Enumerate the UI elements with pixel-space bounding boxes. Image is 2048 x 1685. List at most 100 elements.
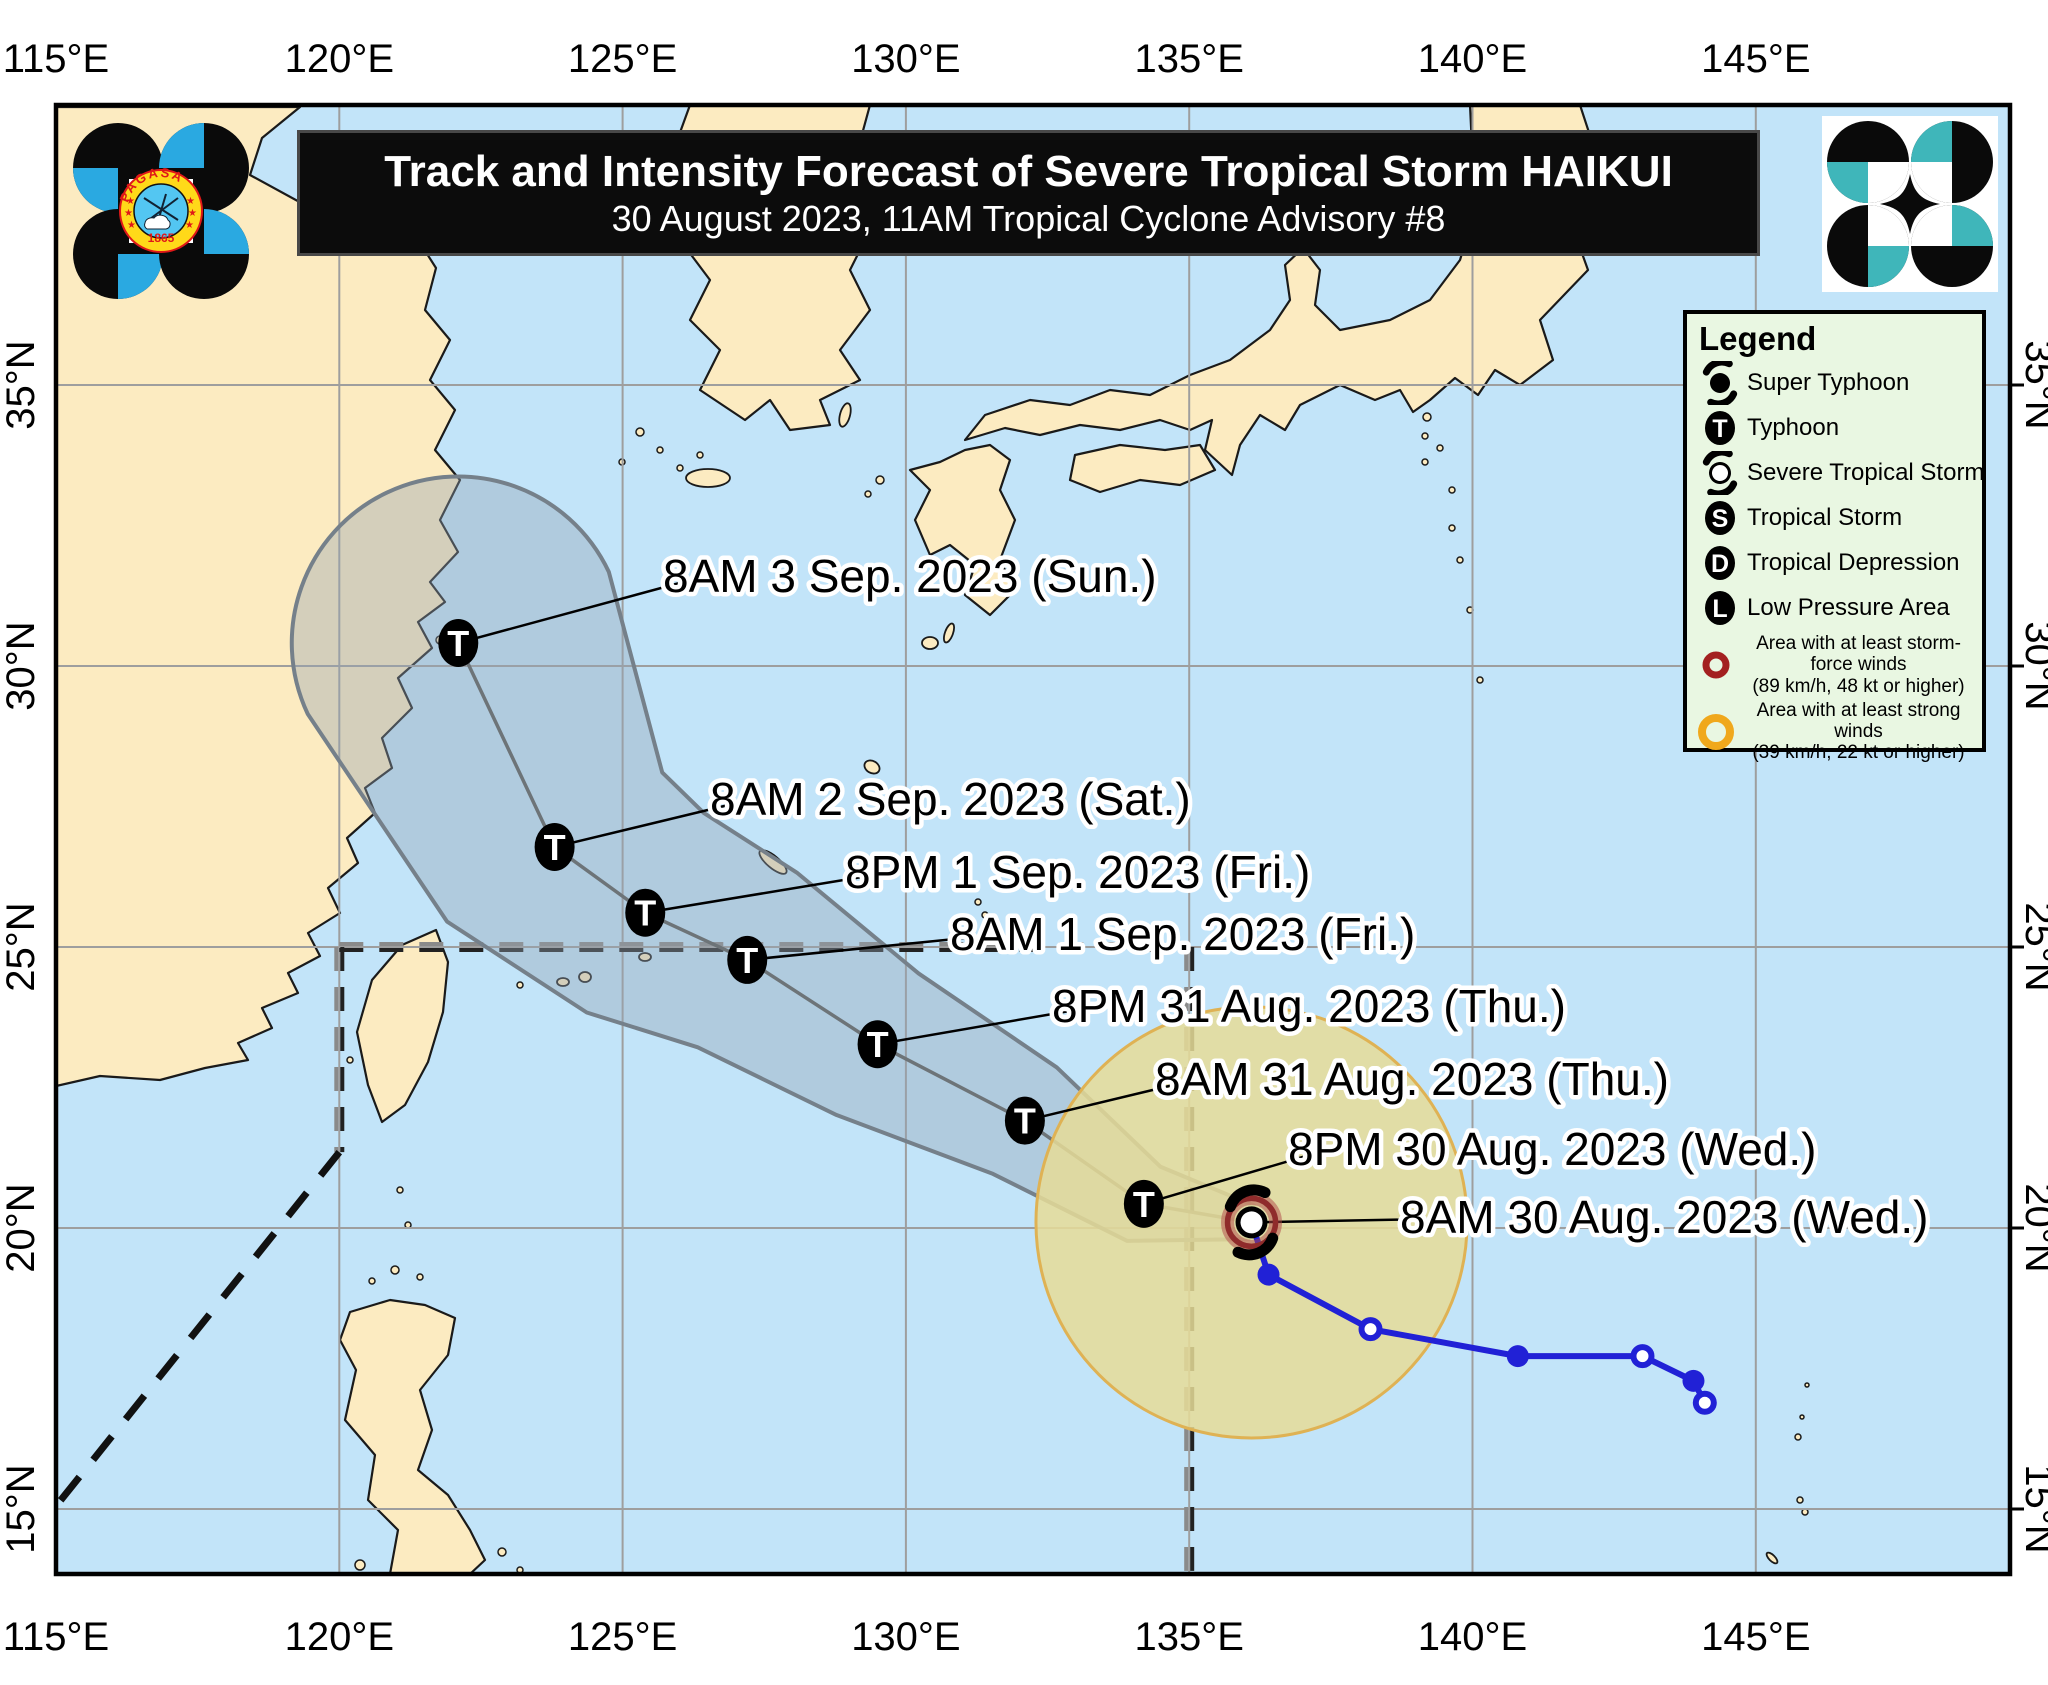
legend-label: Low Pressure Area [1747,593,1950,621]
axis-label-left: 30°N [0,621,43,710]
label-leader-line [877,1006,1088,1046]
title-bar: Track and Intensity Forecast of Severe T… [297,130,1760,256]
typhoon-marker: T [625,888,666,937]
svg-text:★: ★ [126,196,135,207]
svg-text:S: S [1712,505,1729,533]
legend-label: Severe Tropical Storm [1747,458,1985,486]
label-leader-line [1024,1079,1191,1122]
island-dot [1422,412,1432,422]
legend-item-storm-force-area: Area with at least storm-force winds (89… [1697,633,1974,697]
axis-label-top: 130°E [851,37,960,81]
forecast-time-label: 8AM 1 Sep. 2023 (Fri.) [950,908,1415,960]
axis-label-top: 120°E [285,37,394,81]
axis-labels: 115°E 115°E 120°E 120°E 125°E 125°E 130°E 130°E… [0,37,2048,1659]
pagasa-year: 1865 [148,231,175,245]
current-position-marker [1224,1184,1279,1261]
island-miyako [638,952,652,962]
page-title: Track and Intensity Forecast of Severe T… [384,147,1673,196]
axis-label-left: 25°N [0,902,43,991]
typhoon-icon: T [1705,410,1735,445]
forecast-time-label: 8PM 30 Aug. 2023 (Wed.) [1288,1123,1816,1175]
low-pressure-area-icon: L [1705,590,1735,625]
page-subtitle: 30 August 2023, 11AM Tropical Cyclone Ad… [611,197,1446,239]
island-dot [497,1547,507,1557]
axis-label-left: 35°N [0,340,43,429]
island-dot [416,1273,424,1281]
axis-label-top: 140°E [1418,37,1527,81]
typhoon-marker-letter: T [736,940,758,981]
typhoon-marker-letter: T [867,1024,889,1065]
legend: Legend Super Typhoon T Typhoon [1683,310,1986,763]
island-dot [974,898,982,906]
typhoon-marker-letter: T [1014,1101,1036,1142]
axis-label-bottom: 115°E [3,1615,109,1659]
legend-label: Area with at least storm-force winds [1756,633,1961,676]
island-dot [864,490,872,498]
legend-item-typhoon: T Typhoon [1697,405,1974,450]
island-dot [1476,676,1484,684]
svg-text:★: ★ [188,208,197,219]
island-amami [863,759,881,775]
island-dot [981,911,989,919]
past-point-filled [1506,1345,1529,1368]
land-shikoku [1068,443,1217,494]
axis-label-top: 125°E [568,37,677,81]
svg-text:★: ★ [185,220,194,231]
island-dot [696,451,704,459]
super-typhoon-icon [1702,360,1738,405]
past-point-open [1692,1390,1717,1415]
forecast-time-label: 8AM 2 Sep. 2023 (Sat.) [710,773,1191,825]
land-luzon [338,1298,487,1574]
island-tanegashima [943,622,955,644]
axis-label-bottom: 140°E [1418,1615,1527,1659]
past-point-filled [1257,1263,1280,1286]
legend-title: Legend [1699,320,1817,357]
typhoon-marker-letter: T [447,623,469,664]
date-labels: 8AM 30 Aug. 2023 (Wed.) 8PM 30 Aug. 2023 … [457,546,1933,1248]
label-leader-line [457,576,699,645]
island-dot [346,1056,354,1064]
island-jeju [685,468,731,488]
past-point-filled [1682,1369,1705,1392]
par-segment [56,1149,343,1509]
axis-label-bottom: 120°E [285,1615,394,1659]
typhoon-marker: T [857,1020,898,1069]
island-guam [1765,1551,1779,1565]
axis-label-bottom: 135°E [1134,1615,1243,1659]
forecast-time-label: 8PM 1 Sep. 2023 (Fri.) [845,846,1310,898]
typhoon-marker: T [438,618,479,667]
island-dot [516,981,524,989]
svg-text:★: ★ [124,208,133,219]
pagasa-stars: ★★★ ★★★ [124,196,197,231]
typhoon-marker-letter: T [634,893,656,934]
island-dot [1448,486,1456,494]
tropical-storm-icon: S [1705,500,1735,535]
dost-star-icon [1880,174,1940,234]
island-dot [1804,1382,1810,1388]
island-dot [1421,432,1429,440]
forecast-time-label: 8AM 3 Sep. 2023 (Sun.) [663,550,1157,602]
legend-item-super-typhoon: Super Typhoon [1697,360,1974,405]
island-yakushima [921,636,939,650]
map-frame [53,102,2013,1577]
axis-label-left: 20°N [0,1183,43,1272]
island-dot [635,427,645,437]
island-dot [1796,1496,1804,1504]
island-dot [1456,556,1464,564]
svg-text:★: ★ [127,220,136,231]
legend-item-strong-wind-area: Area with at least strong winds (39 km/h… [1697,700,1974,764]
island-dot [354,1559,366,1571]
island-dot [1421,458,1429,466]
forecast-time-label: 8PM 31 Aug. 2023 (Thu.) [1052,980,1566,1032]
legend-item-tropical-depression: D Tropical Depression [1697,540,1974,585]
axis-label-top: 115°E [3,37,109,81]
island-dot [1799,1414,1805,1420]
axis-label-bottom: 145°E [1701,1615,1810,1659]
island-dot [676,464,684,472]
land-kyushu [908,443,1017,617]
severe-tropical-storm-icon [1702,450,1738,495]
storm-force-ring-core [1224,1195,1279,1250]
island-dot [1794,1433,1802,1441]
land-taiwan [355,928,450,1124]
